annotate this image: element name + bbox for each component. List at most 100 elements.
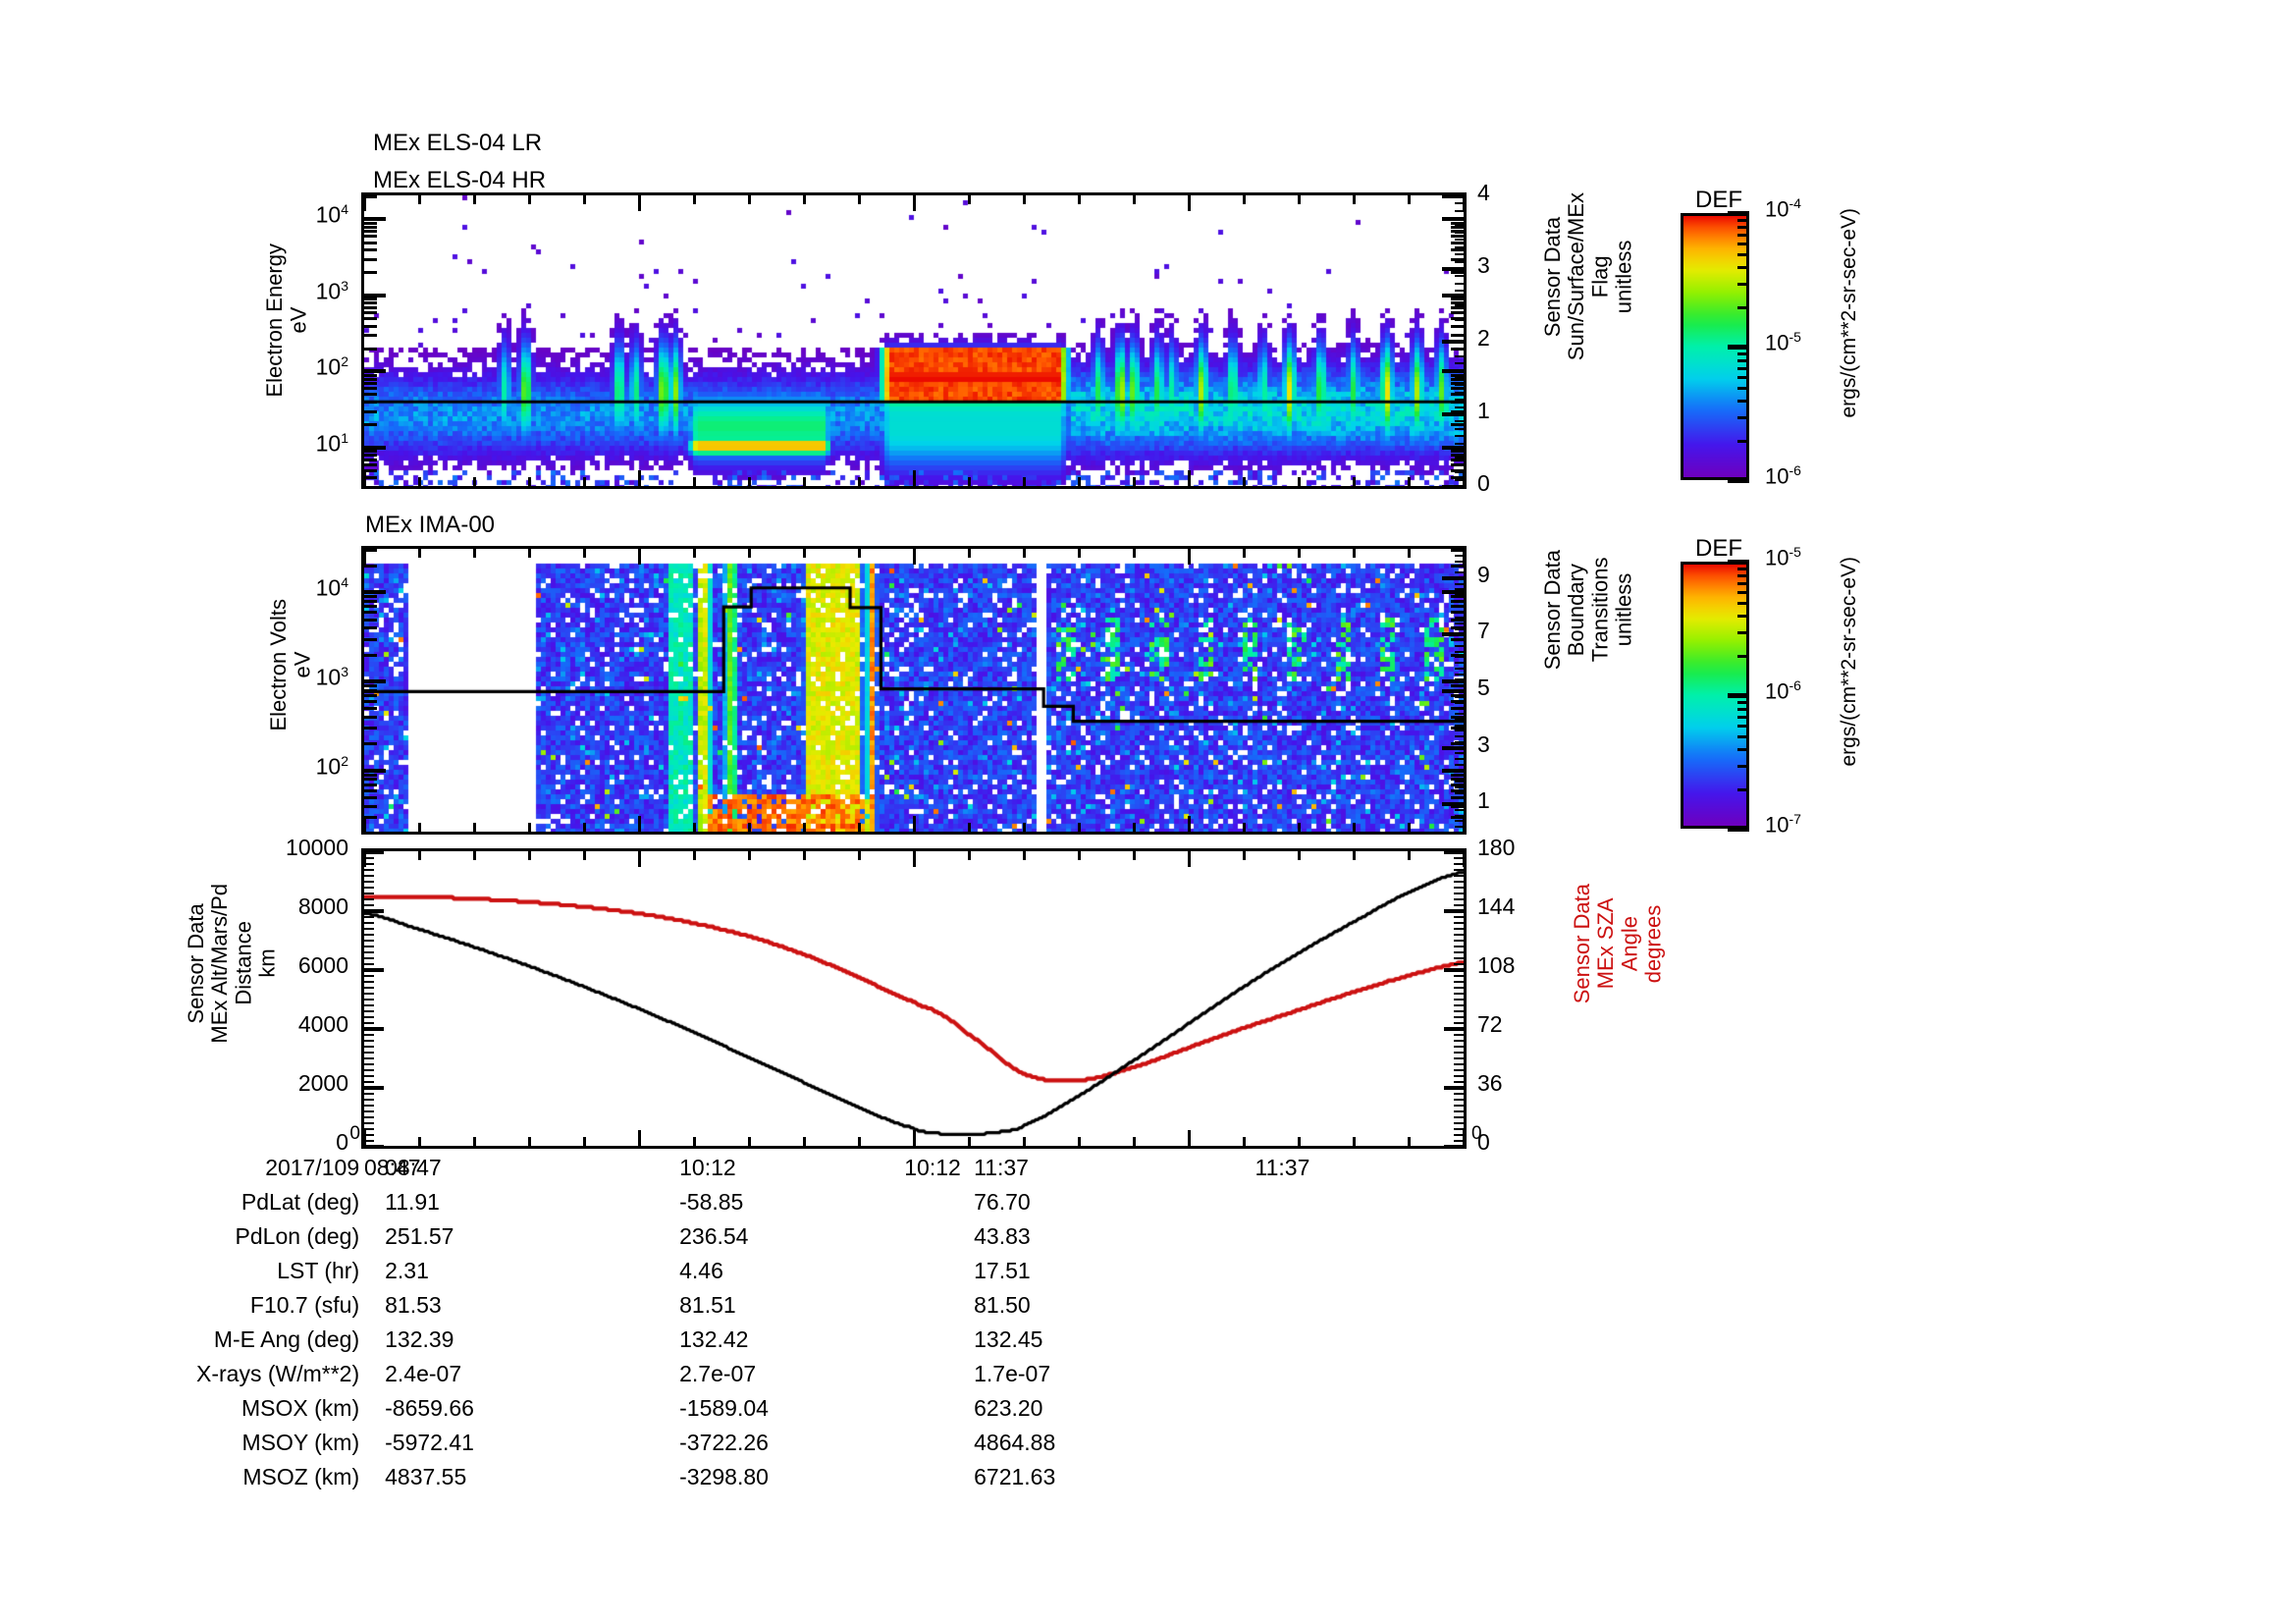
axis-tick-label: 10-4 [1765,195,1801,222]
axis-tick-label: 4000 [297,1011,348,1037]
axis-tick [638,816,641,832]
axis-tick [1188,816,1191,832]
axis-tick [1455,583,1464,585]
axis-tick [1454,1099,1464,1101]
axis-tick [1455,674,1464,676]
axis-tick [1451,374,1464,377]
axis-tick [1454,1057,1464,1059]
axis-tick-label: 7 [1477,618,1490,643]
axis-tick [364,476,377,479]
axis-tick [1408,1137,1411,1146]
axis-tick [638,549,641,565]
axis-tick [364,875,374,877]
axis-tick [364,301,377,304]
axis-tick [1451,382,1464,385]
axis-tick [1454,1010,1464,1012]
axis-tick [1728,827,1749,832]
ima-y2: eV [290,651,315,678]
table-row: MSOZ (km) 4837.55 -3298.80 6721.63 [196,1466,1268,1500]
axis-tick [1737,243,1749,245]
axis-tick [473,477,476,486]
axis-tick [1454,1063,1464,1065]
axis-tick [1737,367,1749,370]
axis-tick [1454,940,1464,942]
axis-tick [1454,916,1464,918]
table-cell: -3298.80 [679,1464,769,1489]
axis-tick [1455,668,1464,670]
axis-tick [364,590,386,594]
axis-tick [1455,246,1464,248]
axis-tick [364,987,374,989]
axis-tick [1353,851,1356,860]
table-cell: 4837.55 [385,1464,467,1489]
axis-tick [364,716,377,719]
axis-tick [363,851,366,867]
axis-tick [1451,619,1464,622]
panel-orbit-right-axis-label: Sensor Data MEx SZA Angle degrees [1570,884,1688,1003]
axis-tick [803,195,806,204]
axis-tick [364,916,374,918]
axis-tick-label: 144 [1477,893,1516,919]
axis-tick [1451,423,1464,426]
axis-tick [1455,803,1464,805]
axis-tick [1454,1140,1464,1142]
colorbar-ima-units: ergs/(cm**2-sr-sec-eV) [1838,557,1860,767]
axis-tick [364,1057,374,1059]
table-row: PdLon (deg) 251.57 236.54 43.83 [196,1225,1268,1260]
axis-tick [1737,615,1749,618]
axis-tick [1455,622,1464,624]
axis-tick [364,611,377,614]
axis-tick [583,549,586,558]
axis-tick-label: 36 [1477,1070,1503,1096]
axis-tick [1737,725,1749,728]
axis-tick [364,325,377,328]
axis-tick [1454,975,1464,977]
axis-tick [364,1069,374,1071]
panel-orbit-left-axis-label: Sensor Data MEx Alt/Mars/Pd Distance km [184,884,302,1044]
axis-tick [1442,576,1464,580]
axis-tick [1455,719,1464,721]
axis-tick [968,823,971,832]
table-row: M-E Ang (deg) 132.39 132.42 132.45 [196,1328,1268,1363]
table-cell: 11.91 [385,1189,440,1215]
axis-tick [364,222,377,225]
table-row: 2017/109 08:47 10:12 11:37 [196,1157,1268,1191]
axis-tick [1455,370,1464,372]
orb-r3: Angle [1617,916,1642,972]
axis-tick [1454,1087,1464,1089]
axis-tick [1455,735,1464,737]
axis-tick [1455,747,1464,749]
axis-tick [1455,758,1464,760]
axis-tick [1455,261,1464,263]
axis-tick-label: 10-7 [1765,811,1801,838]
axis-tick [1078,477,1081,486]
axis-tick [1737,376,1749,379]
axis-tick [364,258,377,261]
axis-tick [1455,355,1464,357]
axis-tick [1737,701,1749,704]
axis-tick [748,549,751,558]
axis-tick [858,1137,861,1146]
orb-r2: MEx SZA [1593,897,1619,990]
axis-tick-label: 5 [1477,675,1490,700]
axis-tick [364,1063,374,1065]
axis-tick [1353,195,1356,204]
table-cell: -5972.41 [385,1430,474,1455]
axis-tick [528,823,531,832]
axis-tick [1451,789,1464,792]
axis-tick [1455,770,1464,772]
axis-tick [418,851,421,860]
axis-tick [1188,549,1191,565]
axis-tick-label: 4 [1477,180,1490,205]
axis-tick [1455,217,1464,219]
els-yaxis-line1: Electron Energy [262,243,287,398]
axis-tick [364,975,374,977]
axis-tick [1455,797,1464,799]
axis-tick-label: 8000 [297,893,348,919]
axis-tick [473,195,476,204]
table-cell: 236.54 [679,1223,749,1249]
axis-tick [1455,600,1464,602]
table-row-label: F10.7 (sfu) [249,1292,360,1318]
axis-tick [1451,778,1464,781]
axis-tick [1455,725,1464,727]
